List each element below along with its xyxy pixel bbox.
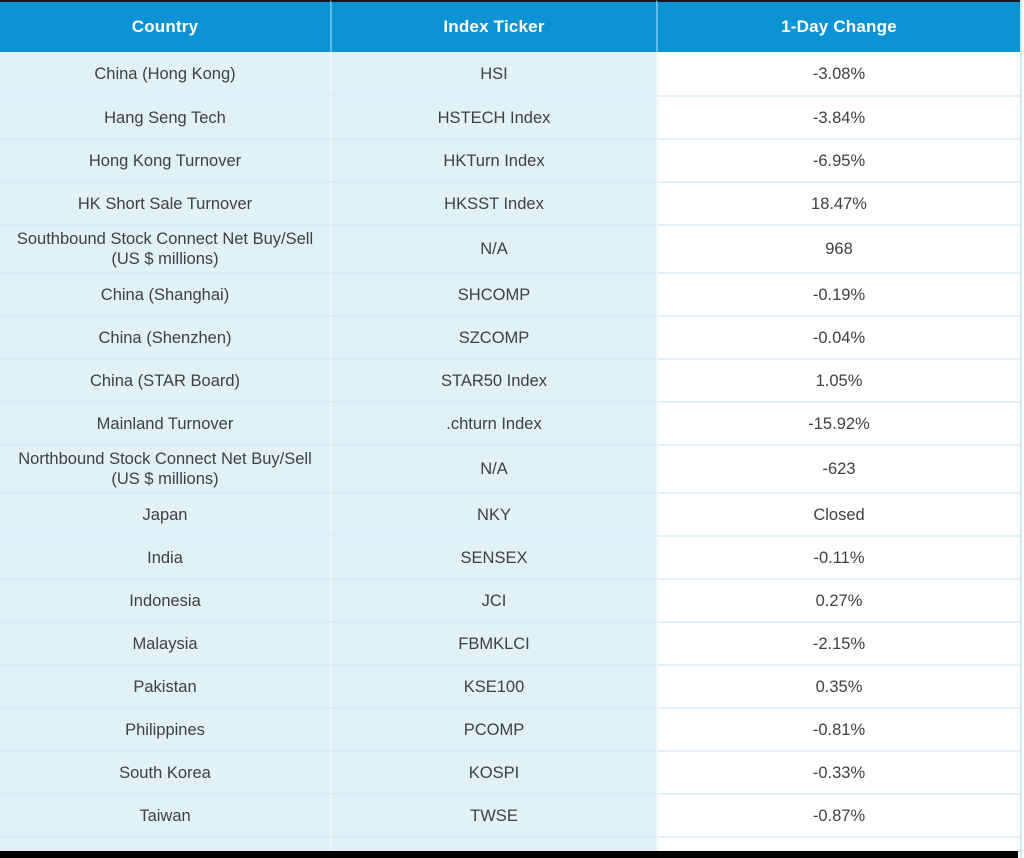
country-cell: Philippines (0, 707, 330, 750)
ticker-cell: .chturn Index (330, 401, 656, 444)
table-body: China (Hong Kong) HSI -3.08% Hang Seng T… (0, 52, 1020, 858)
country-cell: China (Shanghai) (0, 272, 330, 315)
change-cell: -3.08% (656, 52, 1020, 95)
ticker-cell: NKY (330, 492, 656, 535)
table-row: Southbound Stock Connect Net Buy/Sell (U… (0, 224, 1020, 272)
table-row: Mainland Turnover .chturn Index -15.92% (0, 401, 1020, 444)
table-header: Country Index Ticker 1-Day Change (0, 0, 1020, 52)
country-cell: South Korea (0, 750, 330, 793)
ticker-cell: STAR50 Index (330, 358, 656, 401)
country-cell: China (Hong Kong) (0, 52, 330, 95)
ticker-cell: HSI (330, 52, 656, 95)
ticker-cell: SENSEX (330, 535, 656, 578)
column-header-country: Country (0, 0, 330, 52)
ticker-cell: SZCOMP (330, 315, 656, 358)
country-cell: Pakistan (0, 664, 330, 707)
country-cell: Malaysia (0, 621, 330, 664)
change-cell: -623 (656, 444, 1020, 492)
table-row: South Korea KOSPI -0.33% (0, 750, 1020, 793)
table-row: India SENSEX -0.11% (0, 535, 1020, 578)
change-cell: Closed (656, 492, 1020, 535)
table-row: China (Hong Kong) HSI -3.08% (0, 52, 1020, 95)
country-cell: Hong Kong Turnover (0, 138, 330, 181)
ticker-cell: HKTurn Index (330, 138, 656, 181)
ticker-cell: KSE100 (330, 664, 656, 707)
table-row: China (STAR Board) STAR50 Index 1.05% (0, 358, 1020, 401)
country-cell: Japan (0, 492, 330, 535)
table-row: China (Shenzhen) SZCOMP -0.04% (0, 315, 1020, 358)
header-row: Country Index Ticker 1-Day Change (0, 0, 1020, 52)
change-cell: 968 (656, 224, 1020, 272)
table-row: Hang Seng Tech HSTECH Index -3.84% (0, 95, 1020, 138)
table-row: Japan NKY Closed (0, 492, 1020, 535)
table-row: Pakistan KSE100 0.35% (0, 664, 1020, 707)
ticker-cell: TWSE (330, 793, 656, 836)
country-cell: China (Shenzhen) (0, 315, 330, 358)
table-row: Philippines PCOMP -0.81% (0, 707, 1020, 750)
column-header-1-day-change: 1-Day Change (656, 0, 1020, 52)
change-cell: -0.04% (656, 315, 1020, 358)
country-cell: China (STAR Board) (0, 358, 330, 401)
change-cell: 18.47% (656, 181, 1020, 224)
change-cell: 1.05% (656, 358, 1020, 401)
change-cell: -3.84% (656, 95, 1020, 138)
country-cell: Southbound Stock Connect Net Buy/Sell (U… (0, 224, 330, 272)
ticker-cell: FBMKLCI (330, 621, 656, 664)
change-cell: -0.33% (656, 750, 1020, 793)
ticker-cell: N/A (330, 444, 656, 492)
ticker-cell: SHCOMP (330, 272, 656, 315)
ticker-cell: JCI (330, 578, 656, 621)
change-cell: -0.11% (656, 535, 1020, 578)
ticker-cell: PCOMP (330, 707, 656, 750)
change-cell: -6.95% (656, 138, 1020, 181)
change-cell: -15.92% (656, 401, 1020, 444)
table-row: China (Shanghai) SHCOMP -0.19% (0, 272, 1020, 315)
table-row: Indonesia JCI 0.27% (0, 578, 1020, 621)
country-cell: Mainland Turnover (0, 401, 330, 444)
column-header-index-ticker: Index Ticker (330, 0, 656, 52)
table-row: Taiwan TWSE -0.87% (0, 793, 1020, 836)
change-cell: -0.87% (656, 793, 1020, 836)
change-cell: 0.35% (656, 664, 1020, 707)
change-cell: 0.27% (656, 578, 1020, 621)
ticker-cell: HSTECH Index (330, 95, 656, 138)
table-row: Hong Kong Turnover HKTurn Index -6.95% (0, 138, 1020, 181)
country-cell: Hang Seng Tech (0, 95, 330, 138)
country-cell: Indonesia (0, 578, 330, 621)
ticker-cell: N/A (330, 224, 656, 272)
country-cell: India (0, 535, 330, 578)
bottom-bar (0, 851, 1018, 858)
country-cell: HK Short Sale Turnover (0, 181, 330, 224)
ticker-cell: KOSPI (330, 750, 656, 793)
change-cell: -0.19% (656, 272, 1020, 315)
table-row: Malaysia FBMKLCI -2.15% (0, 621, 1020, 664)
country-cell: Northbound Stock Connect Net Buy/Sell (U… (0, 444, 330, 492)
table-row: Northbound Stock Connect Net Buy/Sell (U… (0, 444, 1020, 492)
table-row: HK Short Sale Turnover HKSST Index 18.47… (0, 181, 1020, 224)
change-cell: -2.15% (656, 621, 1020, 664)
ticker-cell: HKSST Index (330, 181, 656, 224)
country-cell: Taiwan (0, 793, 330, 836)
change-cell: -0.81% (656, 707, 1020, 750)
